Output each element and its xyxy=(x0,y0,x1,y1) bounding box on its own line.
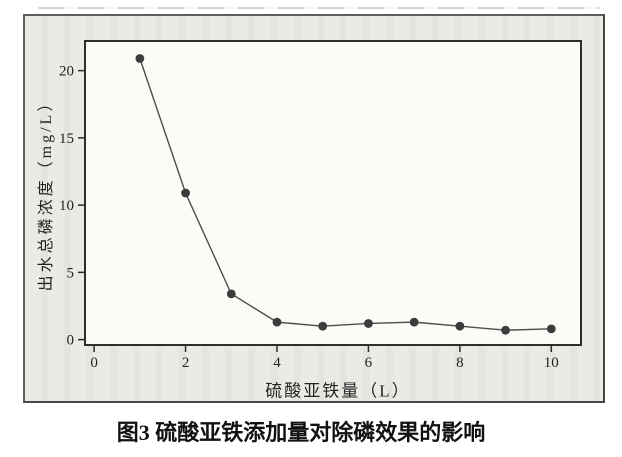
data-point xyxy=(135,54,145,63)
data-point xyxy=(364,319,373,328)
data-point xyxy=(226,289,236,299)
y-tick-label: 15 xyxy=(59,131,74,147)
data-point xyxy=(501,325,510,335)
data-point xyxy=(272,317,282,327)
data-point xyxy=(455,321,465,331)
x-tick-label: 2 xyxy=(182,355,190,371)
figure-caption: 图3 硫酸亚铁添加量对除磷效果的影响 xyxy=(116,420,486,445)
plot-box xyxy=(84,40,582,346)
data-point xyxy=(409,317,419,327)
data-point xyxy=(318,321,328,331)
x-axis-title: 硫酸亚铁量（L） xyxy=(265,381,411,401)
data-point xyxy=(546,324,556,334)
y-tick-label: 0 xyxy=(67,333,75,349)
data-line xyxy=(139,58,552,331)
y-tick-label: 20 xyxy=(59,64,74,80)
x-tick-label: 4 xyxy=(273,355,281,371)
data-point xyxy=(181,188,190,198)
y-tick-label: 10 xyxy=(59,198,74,214)
x-tick-label: 6 xyxy=(365,355,373,371)
y-tick-label: 5 xyxy=(67,265,75,281)
y-axis-title: 出水总磷浓度（mg/L） xyxy=(38,92,55,292)
scan-artifact-line xyxy=(38,7,600,9)
x-tick-label: 8 xyxy=(456,355,464,371)
x-tick-label: 10 xyxy=(544,355,559,371)
x-tick-label: 0 xyxy=(90,355,98,371)
